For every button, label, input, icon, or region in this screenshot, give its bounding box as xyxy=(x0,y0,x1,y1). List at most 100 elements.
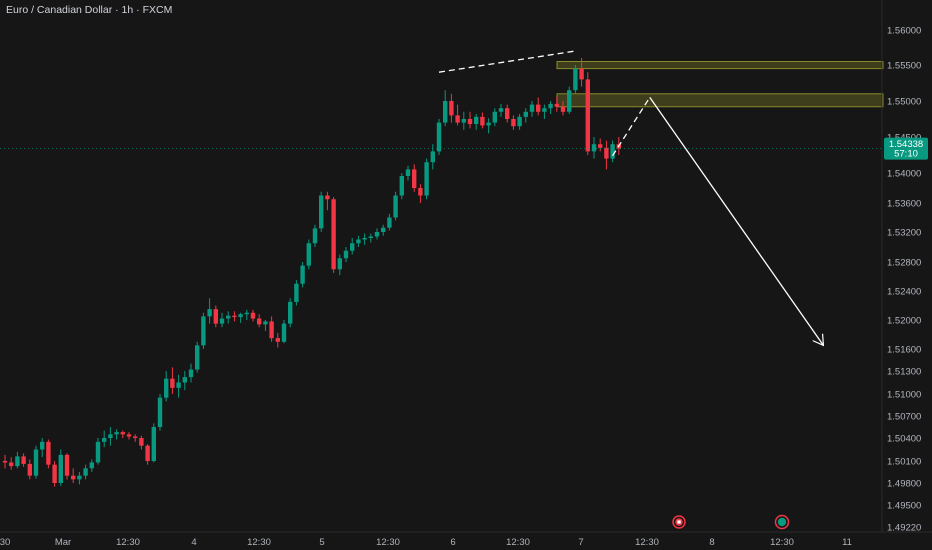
candle xyxy=(387,213,392,231)
price-tick-label: 1.52800 xyxy=(887,258,921,269)
supply-zone xyxy=(556,61,884,70)
last-price-label: 1.54338 xyxy=(889,139,923,150)
price-tick-label: 1.51300 xyxy=(887,367,921,378)
supply-zones xyxy=(556,61,884,108)
price-tick-label: 1.49220 xyxy=(887,523,921,534)
candle xyxy=(523,108,528,123)
candle xyxy=(281,320,287,344)
candle xyxy=(399,173,404,200)
candle xyxy=(139,435,144,450)
candle xyxy=(591,137,597,159)
candle xyxy=(579,58,584,87)
candle xyxy=(207,298,212,324)
time-tick-label: 7 xyxy=(578,537,583,548)
candle xyxy=(368,233,373,243)
candle xyxy=(232,311,237,322)
candle xyxy=(598,138,603,152)
candle xyxy=(126,432,132,440)
candle xyxy=(325,191,330,211)
event-flag-icon[interactable] xyxy=(672,515,686,529)
candle xyxy=(542,104,547,119)
candle xyxy=(498,103,504,117)
price-tick-label: 1.52000 xyxy=(887,316,921,327)
candle xyxy=(263,320,268,331)
candle xyxy=(356,235,361,247)
candle xyxy=(114,429,119,440)
time-tick-label: 12:30 xyxy=(376,537,400,548)
candle xyxy=(343,247,349,262)
price-tick-label: 1.50100 xyxy=(887,457,921,468)
candle xyxy=(157,394,163,431)
time-tick-label: Mar xyxy=(55,537,71,548)
earnings-marker-icon[interactable] xyxy=(774,514,790,530)
candle xyxy=(467,111,473,129)
price-tick-label: 1.54000 xyxy=(887,169,921,180)
candle xyxy=(164,371,169,402)
candle xyxy=(505,104,510,123)
candle xyxy=(604,140,609,170)
candle xyxy=(455,104,460,126)
candle xyxy=(424,158,429,200)
price-tick-label: 1.56000 xyxy=(887,26,921,37)
last-price-tag: 1.54338 57:10 xyxy=(884,137,928,160)
candle xyxy=(560,101,566,116)
candle xyxy=(219,312,225,328)
candle xyxy=(15,451,20,469)
candle xyxy=(337,254,342,276)
time-tick-label: 11 xyxy=(842,537,852,548)
candle xyxy=(52,461,57,487)
candle xyxy=(331,197,336,273)
price-tick-label: 1.51600 xyxy=(887,345,921,356)
candle xyxy=(64,453,70,480)
candle xyxy=(554,96,559,112)
candle xyxy=(461,111,466,130)
candle xyxy=(170,367,175,394)
candle xyxy=(436,119,442,155)
candle xyxy=(46,439,51,469)
candle xyxy=(474,113,479,130)
time-tick-label: 12:30 xyxy=(506,537,530,548)
candle xyxy=(213,305,218,328)
candle xyxy=(244,309,249,320)
candle xyxy=(102,430,107,448)
candle xyxy=(362,233,367,245)
candle xyxy=(195,341,200,373)
time-tick-label: 12:30 xyxy=(770,537,794,548)
candle xyxy=(585,72,590,155)
time-axis[interactable]: 30 Mar 12:30 4 12:30 5 12:30 6 12:30 7 12:30 8 12:30… xyxy=(0,537,852,548)
candle xyxy=(529,101,535,117)
price-tick-label: 1.51000 xyxy=(887,390,921,401)
candle xyxy=(9,457,14,470)
candle xyxy=(548,101,553,114)
price-axis[interactable]: 1.560001.555001.550001.545001.540001.536… xyxy=(887,26,921,534)
time-tick-label: 4 xyxy=(191,537,196,548)
price-tick-label: 1.49800 xyxy=(887,479,921,490)
candle xyxy=(480,112,485,129)
candle xyxy=(312,224,318,247)
candle xyxy=(275,333,280,348)
candle xyxy=(405,165,411,181)
time-tick-label: 12:30 xyxy=(247,537,271,548)
projection-arrow[interactable] xyxy=(649,97,825,347)
candle xyxy=(238,312,243,323)
time-tick-label: 30 xyxy=(0,537,10,548)
candle xyxy=(269,316,274,342)
time-tick-label: 8 xyxy=(709,537,714,548)
candle xyxy=(2,454,8,469)
candle xyxy=(58,449,63,486)
candle xyxy=(443,90,448,127)
price-tick-label: 1.50700 xyxy=(887,412,921,423)
time-tick-label: 12:30 xyxy=(116,537,140,548)
candle xyxy=(350,238,355,255)
candle xyxy=(182,371,187,391)
candle xyxy=(288,298,293,328)
candle xyxy=(89,459,94,472)
candle xyxy=(40,438,45,458)
candles xyxy=(0,58,882,487)
candle xyxy=(492,108,497,127)
dashed-trendline[interactable] xyxy=(612,97,651,157)
dashed-trendline[interactable] xyxy=(438,50,576,73)
candle xyxy=(250,309,256,322)
price-tick-label: 1.53200 xyxy=(887,228,921,239)
